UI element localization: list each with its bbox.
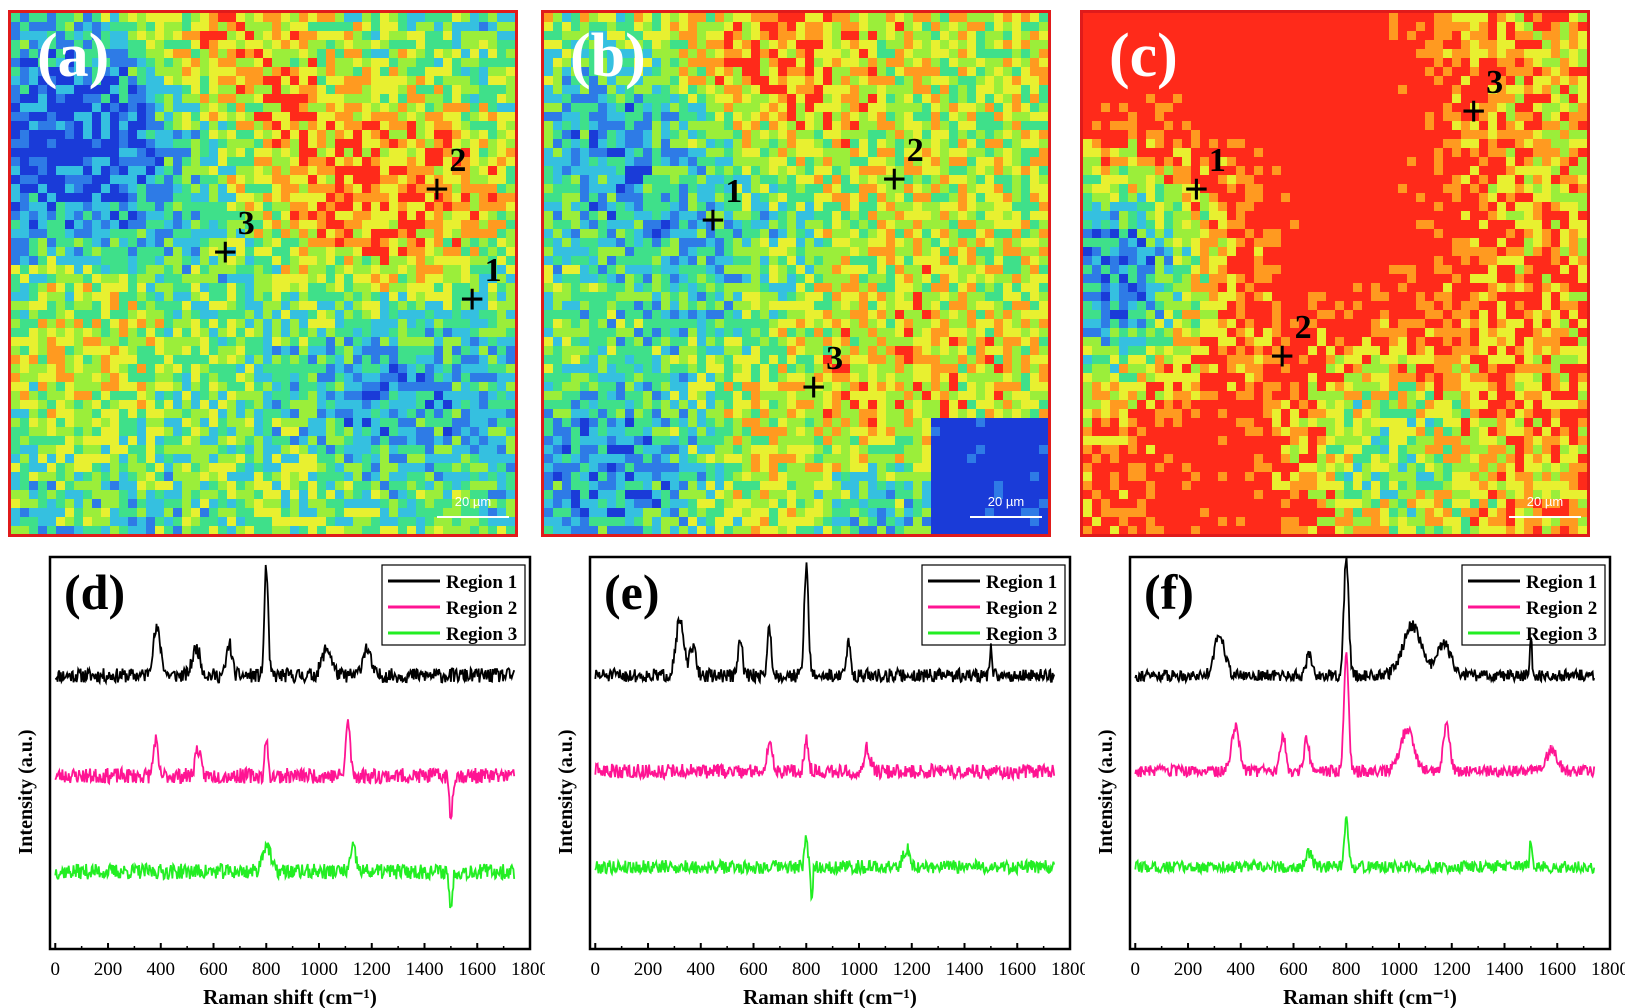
spectrum-line-region-3 <box>594 835 1056 903</box>
marker-label: 2 <box>906 131 924 169</box>
raman-map-b: (b) +1 +2 +3 20 µm <box>541 10 1051 537</box>
raman-map-a: (a) +1 +2 +3 20 µm <box>8 10 518 537</box>
marker-label: 2 <box>1294 308 1312 346</box>
spectrum-line-region-1 <box>1134 556 1596 685</box>
map-image-b <box>544 13 1048 534</box>
x-tick-label: 1000 <box>1380 959 1418 980</box>
plot-frame <box>48 555 532 951</box>
x-tick-label: 1200 <box>1433 959 1471 980</box>
x-tick-label: 1600 <box>998 959 1036 980</box>
y-axis-label: Intensity (a.u.) <box>555 729 577 854</box>
panel-label-a: (a) <box>37 22 110 90</box>
marker-cross-icon: + <box>881 154 907 204</box>
x-tick-label: 1200 <box>353 959 391 980</box>
x-tick-label: 1400 <box>406 959 444 980</box>
marker-label: 1 <box>1208 142 1226 180</box>
spectrum-chart-f: (f) 0 200 400 600 800 1000 1200 1400 1600 1800 Rama… <box>1080 553 1625 1008</box>
x-tick-label: 1600 <box>1538 959 1576 980</box>
marker-cross-icon: + <box>700 196 726 246</box>
x-axis-label: Raman shift (cm⁻¹) <box>1283 985 1457 1008</box>
x-tick-label: 400 <box>687 959 716 980</box>
x-tick-label: 800 <box>252 959 281 980</box>
legend-entry: Region 2 <box>1526 598 1597 619</box>
x-axis-label: Raman shift (cm⁻¹) <box>743 985 917 1008</box>
marker-cross-icon: + <box>1269 331 1295 381</box>
scale-bar-a: 20 µm <box>437 494 509 518</box>
x-tick-label: 1400 <box>946 959 984 980</box>
x-tick-label: 800 <box>1332 959 1361 980</box>
scale-bar-b: 20 µm <box>970 494 1042 518</box>
x-tick-label: 400 <box>1227 959 1256 980</box>
x-axis-label: Raman shift (cm⁻¹) <box>203 985 377 1008</box>
legend-entry: Region 3 <box>986 624 1057 645</box>
spectrum-line-region-2 <box>594 734 1056 782</box>
x-tick-label: 400 <box>147 959 176 980</box>
marker-label: 3 <box>237 204 255 242</box>
map-image-c <box>1083 13 1587 534</box>
x-tick-label: 1800 <box>511 959 545 980</box>
marker-cross-icon: + <box>424 165 450 215</box>
legend: Region 1 Region 2 Region 3 <box>1461 564 1606 646</box>
legend: Region 1 Region 2 Region 3 <box>921 564 1066 646</box>
spectrum-line-region-3 <box>1134 816 1596 876</box>
marker-label: 3 <box>826 340 844 378</box>
x-tick-label: 600 <box>199 959 228 980</box>
legend-entry: Region 3 <box>446 624 517 645</box>
panel-label-b: (b) <box>570 22 646 90</box>
panel-label: (e) <box>604 564 660 620</box>
spectrum-line-region-2 <box>1134 652 1596 779</box>
x-tick-label: 1000 <box>300 959 338 980</box>
plot-frame <box>588 555 1072 951</box>
x-tick-label: 200 <box>1174 959 1203 980</box>
spectrum-svg-e: (e) 0 200 400 600 800 1000 1200 1400 1600 1800 Rama… <box>555 555 1085 1008</box>
legend-entry: Region 2 <box>986 598 1057 619</box>
marker-cross-icon: + <box>459 274 485 324</box>
x-tick-label: 800 <box>792 959 821 980</box>
panel-label: (d) <box>64 564 125 620</box>
spectrum-chart-d: (d) 0 200 400 600 800 1000 1200 1400 1600 1800 Rama… <box>0 553 545 1008</box>
x-tick-label: 1400 <box>1486 959 1524 980</box>
legend-entry: Region 2 <box>446 598 517 619</box>
spectrum-chart-e: (e) 0 200 400 600 800 1000 1200 1400 1600 1800 Rama… <box>540 553 1085 1008</box>
marker-cross-icon: + <box>212 227 238 277</box>
x-tick-label: 1800 <box>1051 959 1085 980</box>
spectrum-svg-d: (d) 0 200 400 600 800 1000 1200 1400 1600 1800 Rama… <box>15 555 545 1008</box>
marker-label: 1 <box>725 173 743 211</box>
y-axis-label: Intensity (a.u.) <box>15 729 37 854</box>
x-tick-label: 1800 <box>1591 959 1625 980</box>
legend-entry: Region 1 <box>446 572 517 593</box>
spectrum-line-region-1 <box>54 564 516 686</box>
marker-cross-icon: + <box>1183 165 1209 215</box>
legend-entry: Region 3 <box>1526 624 1597 645</box>
spectrum-svg-f: (f) 0 200 400 600 800 1000 1200 1400 1600 1800 Rama… <box>1095 555 1625 1008</box>
marker-cross-icon: + <box>1461 86 1487 136</box>
panel-label-c: (c) <box>1109 22 1178 90</box>
map-image-a <box>11 13 515 534</box>
legend-entry: Region 1 <box>986 572 1057 593</box>
plot-frame <box>1128 555 1612 951</box>
legend-entry: Region 1 <box>1526 572 1597 593</box>
x-tick-label: 0 <box>51 959 61 980</box>
panel-label: (f) <box>1144 564 1194 620</box>
legend: Region 1 Region 2 Region 3 <box>381 564 526 646</box>
y-axis-label: Intensity (a.u.) <box>1095 729 1117 854</box>
marker-label: 1 <box>484 251 502 289</box>
x-tick-label: 1600 <box>458 959 496 980</box>
spectrum-line-region-1 <box>594 562 1056 685</box>
x-tick-label: 1200 <box>893 959 931 980</box>
x-tick-label: 1000 <box>840 959 878 980</box>
spectrum-line-region-2 <box>54 719 516 821</box>
marker-cross-icon: + <box>801 363 827 413</box>
marker-label: 3 <box>1486 63 1504 101</box>
marker-label: 2 <box>449 142 467 180</box>
scale-bar-c: 20 µm <box>1509 494 1581 518</box>
x-tick-label: 600 <box>739 959 768 980</box>
x-tick-label: 600 <box>1279 959 1308 980</box>
x-tick-label: 200 <box>94 959 123 980</box>
raman-map-c: (c) +1 +2 +3 20 µm <box>1080 10 1590 537</box>
x-tick-label: 200 <box>634 959 663 980</box>
x-tick-label: 0 <box>591 959 601 980</box>
x-tick-label: 0 <box>1131 959 1141 980</box>
spectrum-line-region-3 <box>54 840 516 909</box>
